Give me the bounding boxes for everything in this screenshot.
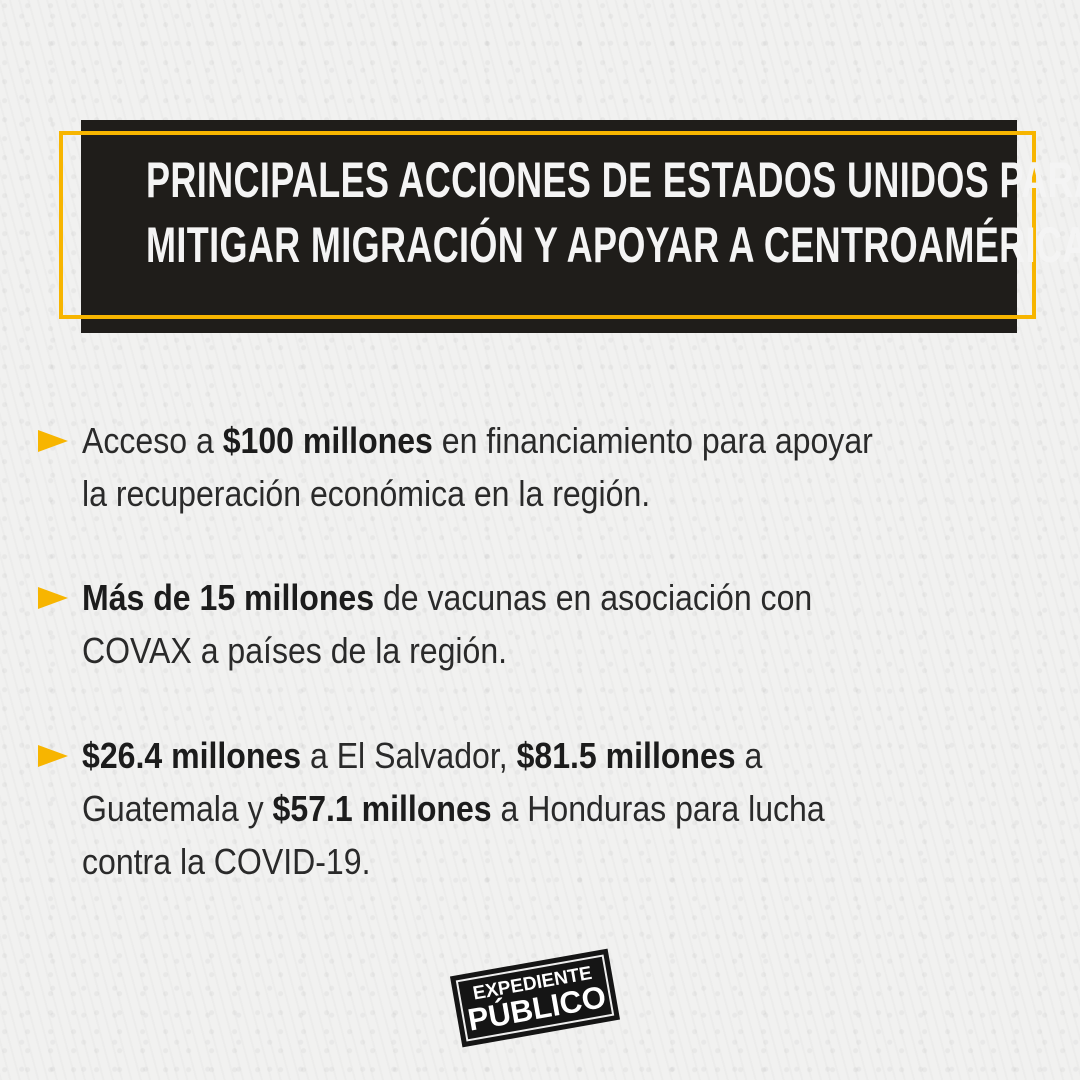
text-segment: de vacunas en asociación con (374, 577, 813, 618)
bold-text: $81.5 millones (516, 735, 736, 776)
logo-line-1: EXPEDIENTE (471, 962, 594, 1005)
bullet-line: Acceso a $100 millones en financiamiento… (82, 414, 873, 467)
bullet-line: contra la COVID-19. (82, 835, 825, 888)
bullet-text: Acceso a $100 millones en financiamiento… (82, 414, 873, 520)
bold-text: Más de 15 millones (82, 577, 375, 618)
bullet-line: $26.4 millones a El Salvador, $81.5 mill… (82, 729, 825, 782)
text-segment: a Honduras para lucha (491, 788, 825, 829)
title-line-1: PRINCIPALES ACCIONES DE ESTADOS UNIDOS P… (146, 152, 1080, 208)
arrow-right-icon (38, 587, 68, 609)
bullet-line: la recuperación económica en la región. (82, 467, 873, 520)
bold-text: $57.1 millones (272, 788, 492, 829)
text-segment: la recuperación económica en la región. (82, 473, 651, 514)
bullet-line: Más de 15 millones de vacunas en asociac… (82, 571, 812, 624)
header-frame (59, 131, 1036, 319)
bullet-line: Guatemala y $57.1 millones a Honduras pa… (82, 782, 825, 835)
text-segment: Acceso a (82, 420, 223, 461)
logo-line-2: PÚBLICO (465, 978, 609, 1038)
bold-text: $100 millones (222, 420, 433, 461)
bullet-text: Más de 15 millones de vacunas en asociac… (82, 571, 812, 677)
text-segment: contra la COVID-19. (82, 841, 371, 882)
title-line-2: MITIGAR MIGRACIÓN Y APOYAR A CENTROAMÉRI… (146, 217, 1080, 273)
bullet-text: $26.4 millones a El Salvador, $81.5 mill… (82, 729, 825, 888)
header-box (81, 120, 1017, 333)
text-segment: Guatemala y (82, 788, 273, 829)
bullet-line: COVAX a países de la región. (82, 624, 812, 677)
expediente-publico-logo: EXPEDIENTE PÚBLICO (449, 948, 621, 1048)
text-segment: a El Salvador, (301, 735, 517, 776)
text-segment: a (735, 735, 763, 776)
arrow-right-icon (38, 745, 68, 767)
page-title: PRINCIPALES ACCIONES DE ESTADOS UNIDOS P… (0, 148, 1080, 278)
text-segment: en financiamiento para apoyar (432, 420, 873, 461)
bold-text: $26.4 millones (82, 735, 302, 776)
text-segment: COVAX a países de la región. (82, 630, 508, 671)
arrow-right-icon (38, 430, 68, 452)
